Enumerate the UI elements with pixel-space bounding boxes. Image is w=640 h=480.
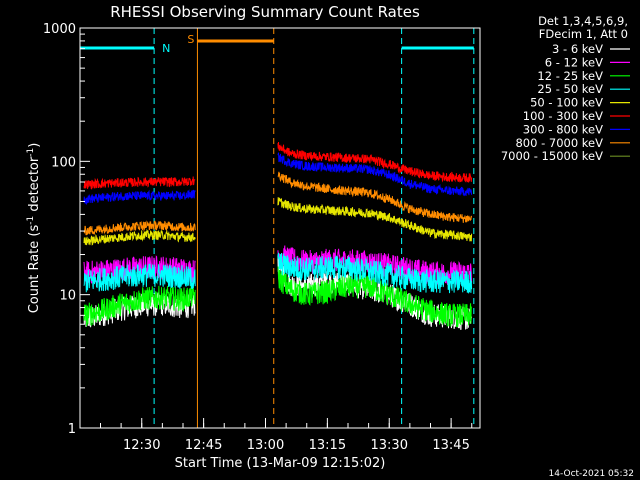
y-tick-label: 100 — [51, 155, 76, 170]
y-tick-label: 1 — [68, 422, 76, 437]
x-tick-label: 13:00 — [247, 438, 284, 453]
series-3 — [83, 252, 473, 294]
series-2-segment-0 — [83, 284, 196, 327]
x-tick-label: 13:30 — [371, 438, 408, 453]
legend-entry-label: 6 - 12 keV — [545, 55, 603, 69]
series-7-segment-1 — [277, 171, 473, 223]
legend-entry-label: 12 - 25 keV — [537, 69, 603, 83]
series-3-segment-1 — [277, 252, 473, 294]
series-7-segment-0 — [83, 220, 196, 236]
series-3-segment-0 — [83, 263, 196, 293]
y-tick-label: 1000 — [43, 22, 76, 37]
legend-entry-label: 3 - 6 keV — [552, 42, 603, 56]
legend: Det 1,3,4,5,6,9,FDecim 1, Att 03 - 6 keV… — [501, 14, 630, 163]
plot-frame — [79, 27, 481, 429]
legend-header-line: Det 1,3,4,5,6,9, — [538, 14, 628, 28]
x-axis: 12:30 12:45 13:00 13:15 13:30 13:45 — [99, 418, 473, 453]
series-4-segment-0 — [83, 228, 196, 246]
legend-entry-label: 100 - 300 keV — [523, 109, 603, 123]
x-tick-label: 13:45 — [432, 438, 469, 453]
series-2-segment-1 — [277, 266, 473, 328]
series-5-segment-0 — [83, 176, 196, 190]
y-axis-label: Count Rate (s-1 detector-1) — [26, 143, 42, 314]
series-4-segment-1 — [277, 197, 473, 242]
legend-entry-label: 7000 - 15000 keV — [501, 149, 603, 163]
series-2 — [83, 266, 473, 328]
chart-title: RHESSI Observing Summary Count Rates — [110, 3, 420, 21]
legend-header-line: FDecim 1, Att 0 — [539, 27, 628, 41]
x-tick-label: 12:45 — [185, 438, 222, 453]
saa-label: S — [187, 33, 194, 46]
series-4 — [83, 197, 473, 246]
legend-entry-label: 25 - 50 keV — [537, 82, 603, 96]
series-6 — [83, 152, 473, 206]
legend-entry-label: 50 - 100 keV — [530, 96, 603, 110]
timestamp: 14-Oct-2021 05:32 — [549, 469, 634, 479]
series-1-segment-1 — [277, 245, 473, 285]
legend-entry-label: 300 - 800 keV — [523, 122, 603, 136]
x-tick-label: 12:30 — [123, 438, 160, 453]
legend-entry-label: 800 - 7000 keV — [515, 136, 603, 150]
plot-area: NS — [79, 28, 475, 428]
series-6-segment-1 — [277, 152, 473, 197]
series-7 — [83, 171, 473, 236]
x-axis-label: Start Time (13-Mar-09 12:15:02) — [175, 456, 386, 471]
x-tick-label: 13:15 — [309, 438, 346, 453]
y-axis: 1 10 100 1000 — [43, 22, 90, 437]
series-6-segment-0 — [83, 189, 196, 206]
series-5-segment-1 — [277, 141, 473, 183]
y-tick-label: 10 — [59, 289, 76, 304]
night-label: N — [162, 42, 170, 55]
series-5 — [83, 141, 473, 190]
